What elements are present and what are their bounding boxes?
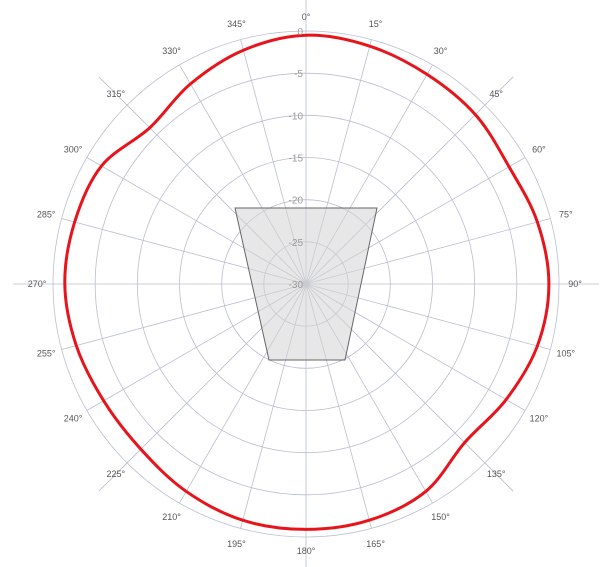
data-point (463, 441, 466, 444)
ring-label: -30 (289, 280, 304, 291)
ring-labels: 0 -5 -10 -15 -20 -25 -30 (289, 27, 304, 291)
data-point (63, 282, 66, 285)
angle-label: 105° (557, 349, 576, 359)
angle-label: 120° (530, 414, 549, 424)
data-point (474, 113, 477, 116)
data-point (242, 49, 245, 52)
data-point (75, 344, 78, 347)
angle-label: 255° (37, 349, 56, 359)
angle-label: 30° (434, 46, 448, 56)
data-point (148, 126, 151, 129)
trapezoid-region (234, 207, 378, 361)
ring-label: -5 (294, 69, 303, 80)
angle-label: 150° (431, 512, 450, 522)
angle-label: 75° (559, 209, 573, 219)
angle-label: 90° (568, 279, 582, 289)
data-point (102, 399, 105, 402)
data-point (241, 519, 244, 522)
angle-label: 345° (227, 19, 246, 29)
ring-label: -20 (289, 196, 304, 207)
ring-label: -15 (289, 154, 304, 165)
data-point (505, 398, 508, 401)
data-point (304, 528, 307, 531)
angle-label: 60° (532, 145, 546, 155)
angle-label: 165° (366, 539, 385, 549)
data-point (507, 165, 510, 168)
angle-label: 135° (487, 469, 506, 479)
data-point (139, 448, 142, 451)
angle-label: 180° (297, 546, 316, 556)
ring-label: -25 (289, 238, 304, 249)
series-layer (63, 33, 551, 531)
series-line (63, 33, 551, 531)
angle-label: 15° (369, 19, 383, 29)
angle-label: 225° (106, 469, 125, 479)
data-point (368, 519, 371, 522)
ring-label: 0 (297, 27, 303, 38)
data-point (189, 82, 192, 85)
data-point (425, 73, 428, 76)
data-point (536, 344, 539, 347)
angle-label: 315° (106, 89, 125, 99)
data-point (100, 164, 103, 167)
data-point (73, 220, 76, 223)
data-point (185, 490, 188, 493)
angle-label: 270° (28, 279, 47, 289)
data-point (368, 45, 371, 48)
data-point (547, 282, 550, 285)
angle-label: 330° (162, 46, 181, 56)
annotation-layer (234, 207, 378, 361)
angle-label: 45° (489, 89, 503, 99)
angle-label: 300° (64, 145, 83, 155)
angle-label: 195° (227, 539, 246, 549)
angle-label: 0° (302, 12, 311, 22)
ring-label: -10 (289, 111, 304, 122)
data-point (536, 220, 539, 223)
data-point (424, 490, 427, 493)
angle-label: 285° (37, 209, 56, 219)
angle-labels: 0° 15° 30° 45° 60° 75° 90° 105° 120° 135° 150° 165°… (28, 12, 583, 556)
angle-label: 240° (64, 414, 83, 424)
angle-label: 210° (162, 512, 181, 522)
data-point (304, 34, 307, 37)
